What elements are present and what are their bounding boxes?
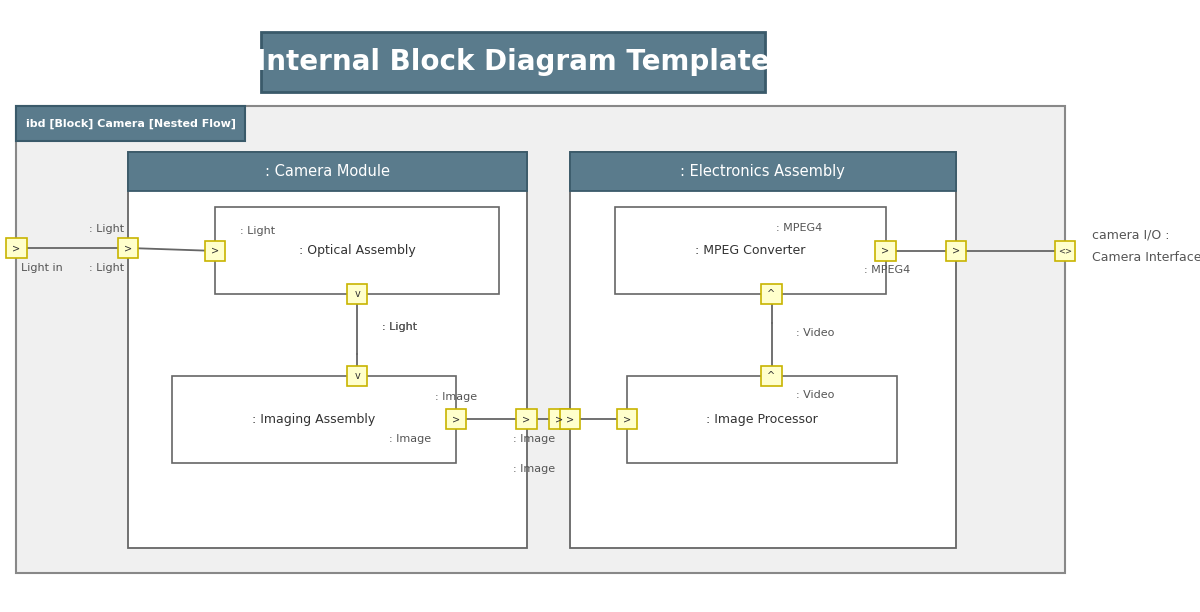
Bar: [617, 409, 637, 429]
Text: ibd [Block] Camera [Nested Flow]: ibd [Block] Camera [Nested Flow]: [25, 119, 235, 129]
Text: : Light: : Light: [89, 263, 124, 273]
Text: >: >: [623, 414, 631, 424]
Bar: [347, 365, 367, 386]
Bar: [347, 284, 367, 304]
Bar: [128, 152, 527, 190]
Bar: [628, 376, 898, 463]
Bar: [946, 241, 966, 261]
Bar: [446, 409, 466, 429]
Text: : MPEG Converter: : MPEG Converter: [695, 244, 805, 257]
Text: Internal Block Diagram Template: Internal Block Diagram Template: [256, 48, 769, 76]
Text: <>: <>: [1058, 246, 1072, 255]
Bar: [17, 106, 1066, 573]
Bar: [215, 207, 499, 294]
Text: : Optical Assembly: : Optical Assembly: [299, 244, 415, 257]
Bar: [6, 238, 26, 258]
Text: >: >: [452, 414, 460, 424]
Bar: [762, 365, 781, 386]
Text: >: >: [952, 245, 960, 256]
Bar: [570, 152, 956, 548]
Text: : Imaging Assembly: : Imaging Assembly: [252, 412, 376, 425]
Text: : Light: : Light: [240, 226, 275, 236]
Text: v: v: [354, 289, 360, 299]
Text: : MPEG4: : MPEG4: [864, 266, 911, 275]
Text: Camera Interface: Camera Interface: [1092, 250, 1200, 264]
Text: : Image: : Image: [389, 434, 431, 444]
Text: v: v: [354, 371, 360, 381]
Bar: [172, 376, 456, 463]
Bar: [118, 238, 138, 258]
Text: >: >: [882, 245, 889, 256]
Bar: [1055, 241, 1075, 261]
Text: >: >: [124, 244, 132, 253]
Bar: [17, 106, 246, 141]
Text: : Video: : Video: [797, 390, 835, 400]
Bar: [559, 409, 580, 429]
Text: : Light: : Light: [382, 321, 416, 332]
Bar: [128, 152, 527, 548]
Text: ^: ^: [768, 371, 775, 381]
Text: : Image: : Image: [512, 434, 554, 444]
Text: camera I/O :: camera I/O :: [1092, 229, 1170, 242]
Text: >: >: [522, 414, 530, 424]
Text: : Image Processor: : Image Processor: [707, 412, 818, 425]
Text: : MPEG4: : MPEG4: [775, 223, 822, 233]
Text: >: >: [565, 414, 574, 424]
Text: : Light: : Light: [89, 223, 124, 234]
Bar: [762, 284, 781, 304]
Bar: [260, 32, 764, 92]
Text: >: >: [211, 245, 220, 256]
Text: : Image: : Image: [512, 464, 554, 474]
Text: Light in: Light in: [22, 263, 62, 273]
Text: : Camera Module: : Camera Module: [265, 164, 390, 179]
Bar: [616, 207, 886, 294]
Bar: [205, 241, 226, 261]
Text: : Image: : Image: [434, 392, 478, 401]
Bar: [516, 409, 536, 429]
Text: >: >: [554, 414, 563, 424]
Text: : Video: : Video: [797, 328, 835, 338]
Text: : Electronics Assembly: : Electronics Assembly: [680, 164, 845, 179]
Bar: [570, 152, 956, 190]
Text: : Light: : Light: [382, 321, 416, 332]
Bar: [876, 241, 895, 261]
Text: >: >: [12, 244, 20, 253]
Text: ^: ^: [768, 289, 775, 299]
Bar: [548, 409, 569, 429]
